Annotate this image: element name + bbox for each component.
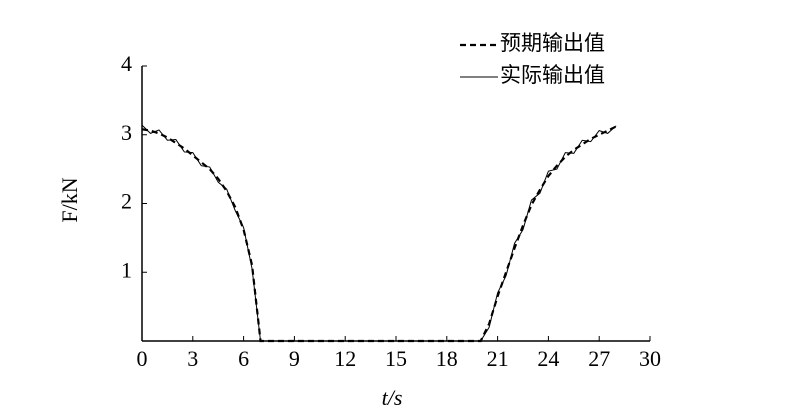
legend-label: 实际输出值 <box>500 63 605 87</box>
x-tick-label: 0 <box>137 346 148 371</box>
x-tick-label: 15 <box>385 346 407 371</box>
x-tick-label: 12 <box>334 346 356 371</box>
x-tick-label: 6 <box>238 346 249 371</box>
x-tick-label: 24 <box>537 346 559 371</box>
data-line <box>141 125 617 343</box>
x-tick-label: 27 <box>588 346 610 371</box>
data-line <box>141 124 617 342</box>
x-axis-label: t/s <box>382 385 403 410</box>
x-tick-label: 3 <box>187 346 198 371</box>
legend-label: 预期输出值 <box>500 31 605 55</box>
y-tick-label: 4 <box>121 51 132 76</box>
x-tick-label: 30 <box>639 346 661 371</box>
x-tick-label: 9 <box>289 346 300 371</box>
x-tick-label: 18 <box>436 346 458 371</box>
x-tick-label: 21 <box>487 346 509 371</box>
y-tick-label: 3 <box>121 120 132 145</box>
y-axis-label: F/kN <box>57 177 82 222</box>
y-tick-label: 1 <box>121 257 132 282</box>
y-tick-label: 2 <box>121 189 132 214</box>
